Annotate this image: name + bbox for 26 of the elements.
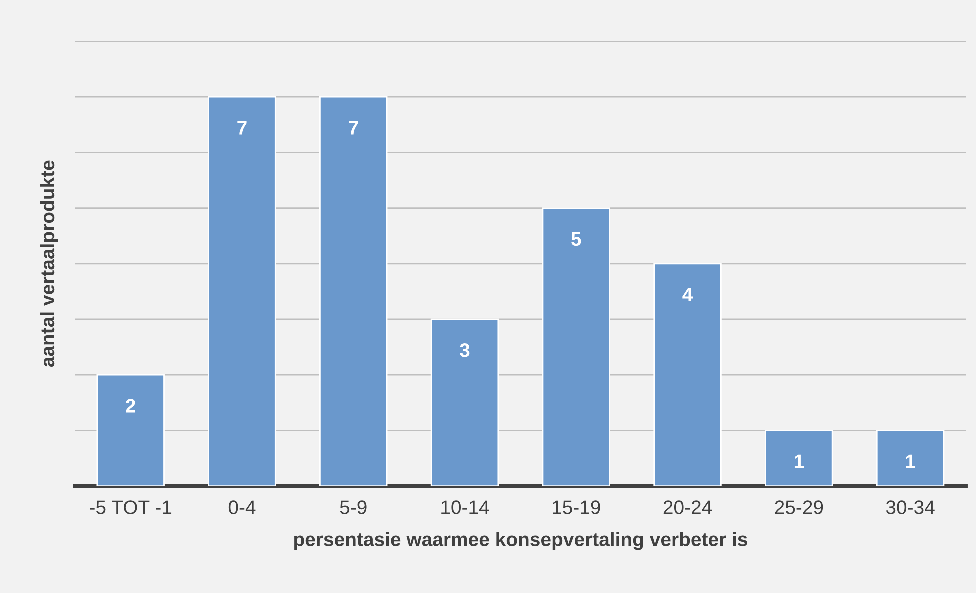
bar [208, 96, 276, 486]
bar [876, 430, 945, 486]
x-tick-label: 20-24 [664, 500, 712, 514]
data-label: 2 [126, 399, 136, 413]
data-label: 7 [349, 121, 358, 135]
x-tick-label: 15-19 [553, 500, 600, 514]
data-label: 5 [572, 232, 582, 246]
data-label: 1 [906, 454, 916, 468]
x-tick-label: 5-9 [340, 500, 367, 514]
x-tick-label: 0-4 [228, 500, 256, 514]
y-axis-title: aantal vertaalprodukte [40, 160, 58, 368]
x-tick-label: -5 TOT -1 [90, 500, 172, 514]
x-tick-label: 30-34 [886, 500, 935, 514]
bar [542, 208, 610, 486]
bar [96, 374, 165, 486]
data-label: 1 [794, 454, 804, 468]
bar [654, 263, 722, 486]
bar [765, 430, 834, 486]
x-tick-label: 25-29 [775, 500, 824, 514]
data-label: 7 [238, 121, 247, 135]
bar [430, 318, 500, 486]
data-label: 3 [460, 344, 470, 358]
data-label: 4 [682, 288, 694, 302]
x-tick-label: 10-14 [442, 500, 490, 514]
bar [320, 96, 388, 486]
x-axis-title: persentasie waarmee konsepvertaling verbeter is [294, 532, 748, 550]
